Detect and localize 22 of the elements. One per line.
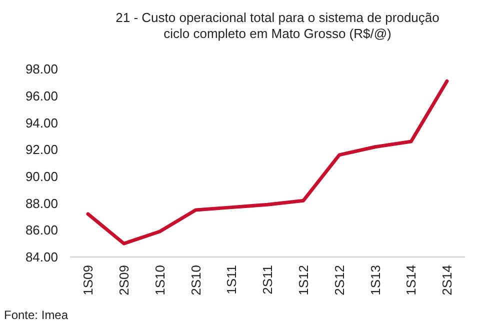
x-tick-label: 2S12 <box>332 265 347 296</box>
x-tick-label: 1S09 <box>80 265 96 296</box>
y-tick-label: 88.00 <box>25 196 58 211</box>
y-tick-label: 98.00 <box>25 62 58 77</box>
x-tick-label: 1S10 <box>152 265 168 296</box>
y-tick-label: 86.00 <box>25 222 58 238</box>
x-tick-label: 1S13 <box>368 265 383 296</box>
source-note: Fonte: Imea <box>4 308 68 322</box>
y-tick-label: 84.00 <box>25 250 58 265</box>
x-tick-label: 2S10 <box>188 265 204 296</box>
line-series <box>86 79 449 246</box>
x-tick-label: 2S11 <box>260 265 276 294</box>
y-tick-label: 92.00 <box>25 142 58 158</box>
x-tick-label: 1S14 <box>404 265 419 296</box>
y-tick-label: 90.00 <box>25 168 58 184</box>
x-tick-label: 1S11 <box>224 265 240 294</box>
x-tick-label: 2S14 <box>440 265 455 296</box>
y-tick-label: 96.00 <box>25 88 58 104</box>
x-tick-label: 2S09 <box>116 265 132 296</box>
x-tick-label: 1S12 <box>296 265 311 296</box>
y-tick-label: 94.00 <box>25 115 58 130</box>
chart-title: 21 - Custo operacional total para o sistema de produção ciclo completo em Mato Grosso (R$/@) <box>116 10 440 41</box>
